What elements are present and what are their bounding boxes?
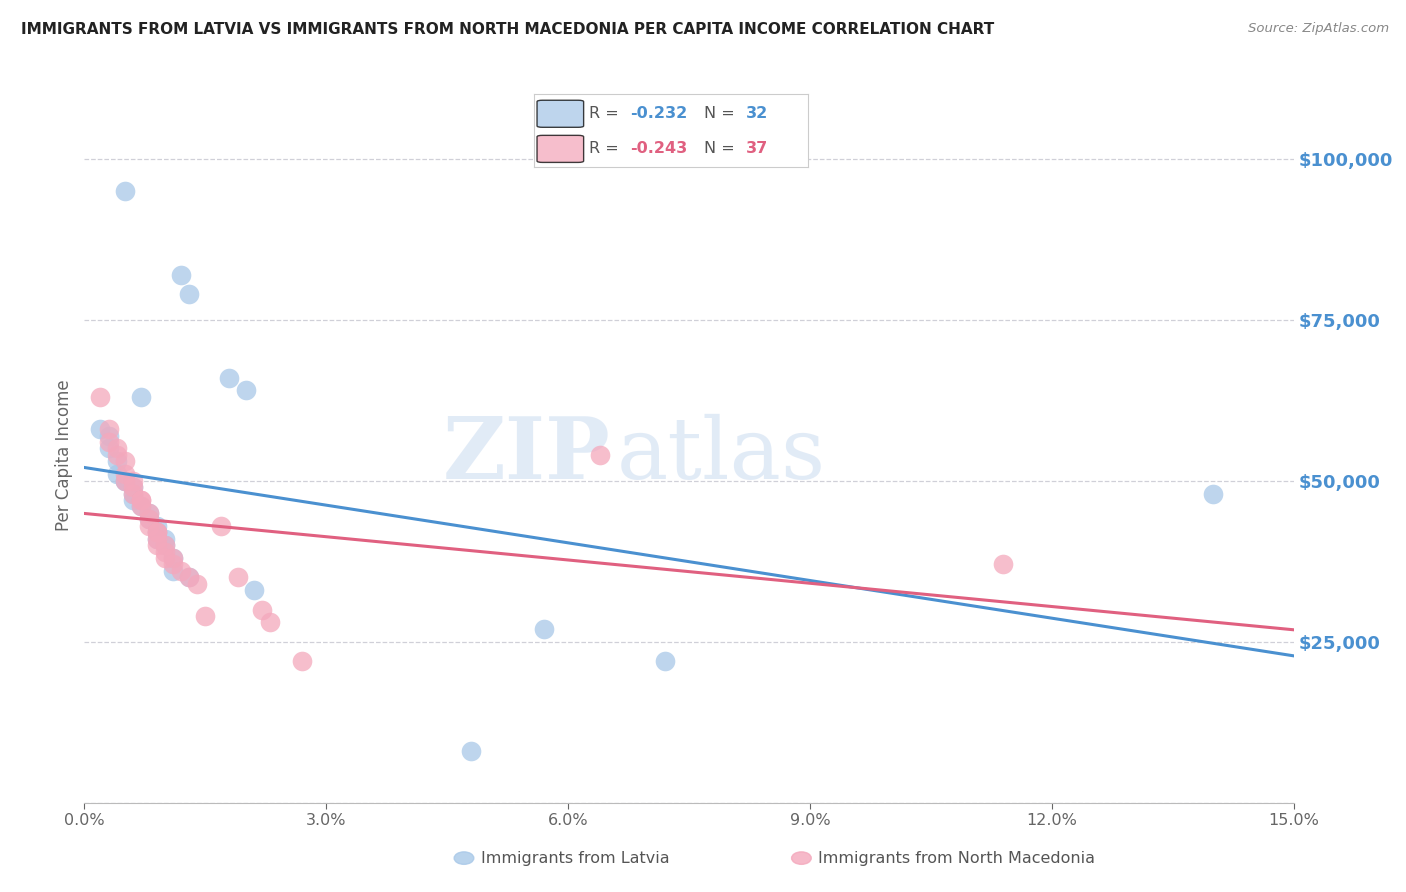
FancyBboxPatch shape <box>537 136 583 162</box>
Point <box>97 428 120 442</box>
Point <box>218 370 240 384</box>
Point <box>153 538 176 552</box>
Point <box>589 448 612 462</box>
Text: -0.243: -0.243 <box>630 142 688 156</box>
Point <box>114 474 136 488</box>
Point <box>146 525 169 540</box>
Point <box>105 442 128 456</box>
Point <box>162 564 184 578</box>
Point <box>153 551 176 566</box>
Text: -0.232: -0.232 <box>630 106 688 121</box>
Point <box>121 493 143 508</box>
Point <box>89 390 111 404</box>
Text: IMMIGRANTS FROM LATVIA VS IMMIGRANTS FROM NORTH MACEDONIA PER CAPITA INCOME CORR: IMMIGRANTS FROM LATVIA VS IMMIGRANTS FRO… <box>21 22 994 37</box>
Point <box>146 525 169 540</box>
Point <box>162 558 184 572</box>
Point <box>533 622 555 636</box>
Point <box>242 583 264 598</box>
Point <box>105 454 128 468</box>
Point <box>138 512 160 526</box>
Point <box>121 480 143 494</box>
Point <box>97 422 120 436</box>
Text: 32: 32 <box>745 106 768 121</box>
Point <box>121 486 143 500</box>
Point <box>97 435 120 450</box>
Point <box>1202 486 1225 500</box>
Point <box>146 532 169 546</box>
Point <box>129 390 152 404</box>
Point <box>146 518 169 533</box>
Point <box>250 602 273 616</box>
Point <box>121 486 143 500</box>
Text: atlas: atlas <box>616 413 825 497</box>
Point <box>121 480 143 494</box>
Point <box>105 448 128 462</box>
Point <box>194 609 217 624</box>
Point <box>259 615 281 630</box>
Point <box>291 654 314 668</box>
Point <box>153 538 176 552</box>
Point <box>179 570 201 584</box>
Point <box>186 576 208 591</box>
Point <box>138 506 160 520</box>
Text: R =: R = <box>589 106 624 121</box>
Point <box>138 512 160 526</box>
Point <box>105 467 128 482</box>
Point <box>153 544 176 558</box>
Point <box>170 564 193 578</box>
Point <box>146 525 169 540</box>
Y-axis label: Per Capita Income: Per Capita Income <box>55 379 73 531</box>
Point <box>162 551 184 566</box>
Point <box>129 500 152 514</box>
Point <box>129 493 152 508</box>
Point <box>114 454 136 468</box>
Point <box>654 654 676 668</box>
Point <box>993 558 1015 572</box>
Point <box>129 500 152 514</box>
Text: Immigrants from North Macedonia: Immigrants from North Macedonia <box>818 851 1095 865</box>
Text: N =: N = <box>704 142 740 156</box>
Text: ZIP: ZIP <box>443 413 610 497</box>
Point <box>226 570 249 584</box>
Point <box>179 570 201 584</box>
Point <box>129 493 152 508</box>
Text: R =: R = <box>589 142 624 156</box>
Point <box>114 474 136 488</box>
Point <box>235 384 257 398</box>
Point <box>114 467 136 482</box>
Point <box>209 518 232 533</box>
Point <box>138 506 160 520</box>
Text: Source: ZipAtlas.com: Source: ZipAtlas.com <box>1249 22 1389 36</box>
Point <box>162 551 184 566</box>
Point <box>138 518 160 533</box>
Point <box>114 184 136 198</box>
Point <box>146 532 169 546</box>
Text: 37: 37 <box>745 142 768 156</box>
Point <box>121 474 143 488</box>
Text: Immigrants from Latvia: Immigrants from Latvia <box>481 851 669 865</box>
Point <box>97 442 120 456</box>
Point <box>179 286 201 301</box>
Point <box>114 474 136 488</box>
FancyBboxPatch shape <box>537 100 583 128</box>
Point <box>153 532 176 546</box>
Point <box>89 422 111 436</box>
Point <box>146 538 169 552</box>
Point <box>460 744 482 758</box>
Point <box>170 268 193 282</box>
Text: N =: N = <box>704 106 740 121</box>
